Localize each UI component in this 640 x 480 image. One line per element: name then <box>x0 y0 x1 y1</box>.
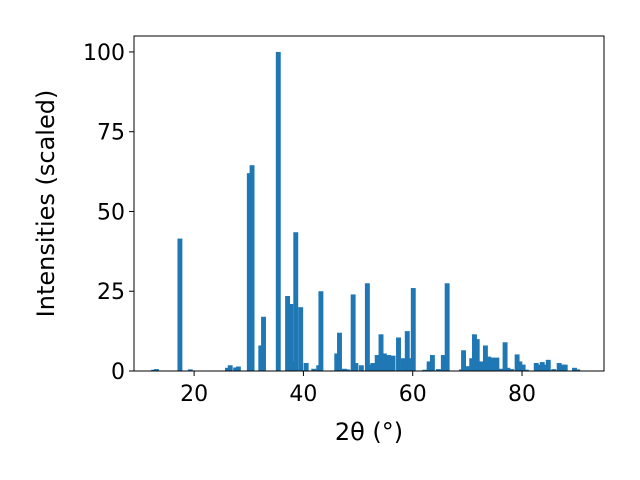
bar <box>246 173 252 371</box>
bar <box>285 296 291 371</box>
bar <box>293 232 299 371</box>
bar <box>345 369 351 371</box>
bar <box>337 332 342 371</box>
bar <box>422 369 428 371</box>
bar <box>224 367 230 371</box>
bar <box>396 337 401 371</box>
bar <box>353 363 359 371</box>
bar <box>461 350 467 371</box>
bar <box>490 357 495 371</box>
bar <box>474 339 480 371</box>
bar <box>410 288 416 371</box>
bar <box>562 364 568 371</box>
ticks-group: 20 40 60 80 0 25 50 75 100 <box>83 41 536 407</box>
bar <box>288 304 294 371</box>
bar <box>494 357 500 371</box>
bar <box>153 369 159 371</box>
bar <box>517 361 523 371</box>
bar <box>350 294 356 371</box>
y-tick-label: 100 <box>83 41 125 66</box>
bar <box>509 369 515 371</box>
bar <box>298 307 304 371</box>
bar <box>472 334 477 371</box>
x-tick-label: 60 <box>399 382 427 407</box>
bar <box>404 331 410 371</box>
bar <box>367 364 373 371</box>
bars-group <box>151 51 581 371</box>
bar <box>466 366 471 371</box>
bar <box>177 238 183 371</box>
bar <box>235 366 241 371</box>
bar <box>233 367 239 371</box>
bar <box>334 353 340 371</box>
bar <box>435 369 441 371</box>
bar <box>440 355 446 371</box>
x-tick-label: 40 <box>289 382 317 407</box>
bar <box>545 359 551 371</box>
bar <box>151 369 157 371</box>
bar <box>498 368 504 371</box>
bar <box>505 367 511 371</box>
bar <box>482 345 488 371</box>
bar <box>575 369 581 371</box>
bar <box>249 165 255 371</box>
bar <box>444 283 450 371</box>
bar <box>514 354 520 371</box>
bar <box>390 355 396 371</box>
bar <box>275 51 281 371</box>
bar <box>370 363 376 371</box>
bar <box>536 364 542 371</box>
bar <box>486 356 492 371</box>
bar <box>381 353 387 371</box>
bar <box>227 365 233 371</box>
bar <box>364 283 370 371</box>
bar <box>426 361 432 371</box>
bar <box>478 361 484 371</box>
bar <box>378 334 384 371</box>
bar <box>542 364 548 371</box>
bar <box>258 345 264 371</box>
bar <box>523 369 529 371</box>
y-tick-label: 25 <box>97 280 125 305</box>
bar <box>386 355 392 371</box>
y-tick-label: 50 <box>97 200 125 225</box>
bar <box>560 364 565 371</box>
bar <box>261 316 266 371</box>
y-axis-label: Intensities (scaled) <box>32 90 60 318</box>
bar <box>341 368 347 371</box>
bar <box>520 364 526 371</box>
bar <box>407 358 413 371</box>
y-tick-label: 75 <box>97 121 125 146</box>
bar <box>572 367 577 371</box>
bar <box>303 363 309 371</box>
bar <box>502 342 508 371</box>
bar <box>429 355 435 371</box>
bar <box>374 355 380 371</box>
x-tick-label: 80 <box>508 382 536 407</box>
bar <box>318 291 324 371</box>
x-tick-label: 20 <box>180 382 208 407</box>
bar <box>187 369 193 371</box>
y-tick-label: 0 <box>111 360 125 385</box>
plot-frame <box>133 35 605 372</box>
bar <box>469 358 475 371</box>
bar <box>533 363 539 371</box>
bar <box>358 365 364 371</box>
bar <box>556 363 562 371</box>
x-axis-label: 2θ (°) <box>335 418 403 446</box>
bar <box>311 368 317 371</box>
bar <box>400 358 406 371</box>
bar <box>551 369 557 371</box>
bar <box>539 362 545 371</box>
